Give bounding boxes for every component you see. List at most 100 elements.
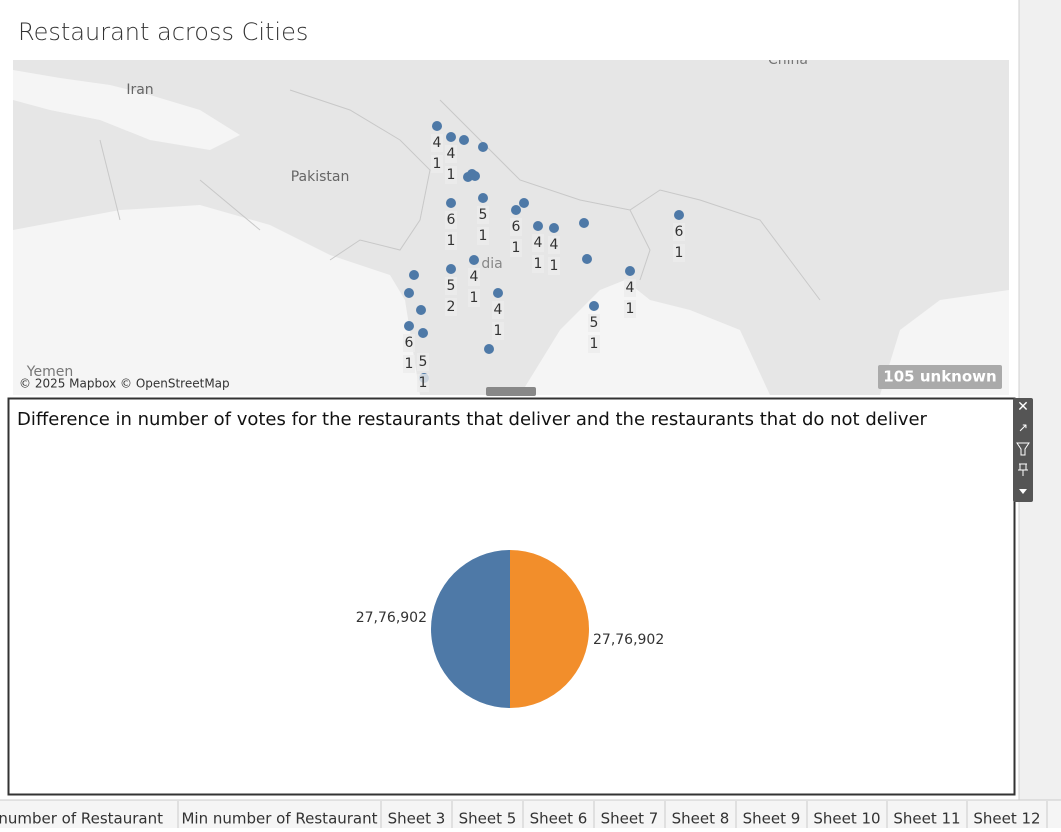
- sheet-tab[interactable]: Sheet 7: [601, 810, 659, 828]
- city-label: 2: [447, 299, 456, 315]
- city-label: 5: [479, 207, 488, 223]
- map-sea: [13, 205, 420, 395]
- city-dot[interactable]: [582, 254, 592, 264]
- city-dot[interactable]: [519, 198, 529, 208]
- city-label: 1: [447, 167, 456, 183]
- pin-button[interactable]: [1018, 463, 1028, 476]
- city-label: 5: [590, 315, 599, 331]
- tab-bar: [0, 800, 1061, 828]
- pie-slice[interactable]: [510, 550, 589, 708]
- city-label: 4: [433, 135, 442, 151]
- city-dot[interactable]: [469, 255, 479, 265]
- city-label-bg: [492, 322, 504, 340]
- resize-handle[interactable]: [486, 387, 536, 396]
- city-label-bg: [468, 268, 480, 286]
- menu-button[interactable]: [1019, 489, 1027, 494]
- city-dot[interactable]: [432, 121, 442, 131]
- city-label: 5: [419, 354, 428, 370]
- city-dot[interactable]: [478, 193, 488, 203]
- sheet-tab[interactable]: Sheet 12: [973, 810, 1040, 828]
- city-dot[interactable]: [533, 221, 543, 231]
- city-label: 1: [405, 356, 414, 372]
- sheet-tab[interactable]: Sheet 5: [459, 810, 517, 828]
- city-dot[interactable]: [446, 198, 456, 208]
- city-label-bg: [445, 232, 457, 250]
- city-label-bg: [588, 335, 600, 353]
- city-label-bg: [445, 166, 457, 184]
- city-label-bg: [477, 227, 489, 245]
- place-label: dia: [481, 256, 502, 272]
- city-label-bg: [532, 234, 544, 252]
- sheet-tab[interactable]: Sheet 6: [530, 810, 588, 828]
- city-dot[interactable]: [409, 270, 419, 280]
- city-label: 4: [626, 280, 635, 296]
- city-dot[interactable]: [674, 210, 684, 220]
- sheet-tab[interactable]: Sheet 10: [813, 810, 880, 828]
- chart-title: Difference in number of votes for the re…: [17, 409, 928, 430]
- city-dot[interactable]: [579, 218, 589, 228]
- city-dot[interactable]: [416, 305, 426, 315]
- city-label-bg: [431, 134, 443, 152]
- city-label: 6: [675, 224, 684, 240]
- city-dot[interactable]: [404, 288, 414, 298]
- city-dot[interactable]: [511, 205, 521, 215]
- city-label-bg: [588, 314, 600, 332]
- city-label-bg: [445, 277, 457, 295]
- city-label: 1: [479, 228, 488, 244]
- place-label: Pakistan: [291, 169, 350, 185]
- pie-label: 27,76,902: [593, 632, 664, 648]
- open-button[interactable]: ↗: [1018, 421, 1028, 435]
- pie-slice[interactable]: [431, 550, 510, 708]
- city-label: 6: [447, 212, 456, 228]
- map-attribution: © 2025 Mapbox © OpenStreetMap: [19, 377, 230, 391]
- city-dot[interactable]: [589, 301, 599, 311]
- city-label-bg: [673, 223, 685, 241]
- city-dot[interactable]: [418, 328, 428, 338]
- place-label: Iran: [126, 82, 153, 98]
- city-dot[interactable]: [625, 266, 635, 276]
- close-button[interactable]: ✕: [1017, 399, 1029, 415]
- city-dot[interactable]: [470, 171, 480, 181]
- sheet-tab[interactable]: Sheet 3: [388, 810, 446, 828]
- city-label: 1: [534, 256, 543, 272]
- city-label-bg: [510, 239, 522, 257]
- city-label-bg: [431, 155, 443, 173]
- city-dot[interactable]: [446, 264, 456, 274]
- map: Iran Pakistan dia Yemen China 4141615161…: [13, 52, 1009, 395]
- city-label: 1: [447, 233, 456, 249]
- city-dot[interactable]: [459, 135, 469, 145]
- city-dot[interactable]: [493, 288, 503, 298]
- city-dot[interactable]: [478, 142, 488, 152]
- city-label: 5: [447, 278, 456, 294]
- city-label-bg: [624, 279, 636, 297]
- city-dot[interactable]: [404, 321, 414, 331]
- place-label: China: [768, 52, 808, 68]
- unknown-badge[interactable]: [878, 365, 1002, 389]
- city-label-bg: [403, 334, 415, 352]
- pie-label: 27,76,902: [356, 610, 427, 626]
- city-label-bg: [510, 218, 522, 236]
- city-label: 1: [590, 336, 599, 352]
- city-label: 6: [512, 219, 521, 235]
- city-label-bg: [532, 255, 544, 273]
- filter-button[interactable]: [1016, 442, 1030, 456]
- sheet-tab[interactable]: Min number of Restaurant: [181, 810, 377, 828]
- city-label: 4: [494, 302, 503, 318]
- unknown-count[interactable]: 105 unknown: [883, 368, 996, 386]
- city-dot[interactable]: [549, 223, 559, 233]
- city-label: 1: [433, 156, 442, 172]
- city-label: 4: [470, 269, 479, 285]
- city-label: 1: [512, 240, 521, 256]
- city-label: 1: [470, 290, 479, 306]
- sheet-tab[interactable]: Sheet 9: [743, 810, 801, 828]
- city-dot[interactable]: [484, 344, 494, 354]
- city-label-bg: [492, 301, 504, 319]
- city-label: 1: [419, 375, 428, 391]
- toolbar: [1013, 398, 1033, 502]
- sheet-tab[interactable]: Sheet 11: [893, 810, 960, 828]
- city-dot[interactable]: [446, 132, 456, 142]
- city-label: 6: [405, 335, 414, 351]
- sheet-tab[interactable]: x number of Restaurant: [0, 810, 163, 828]
- sheet-tab[interactable]: Sheet 8: [672, 810, 730, 828]
